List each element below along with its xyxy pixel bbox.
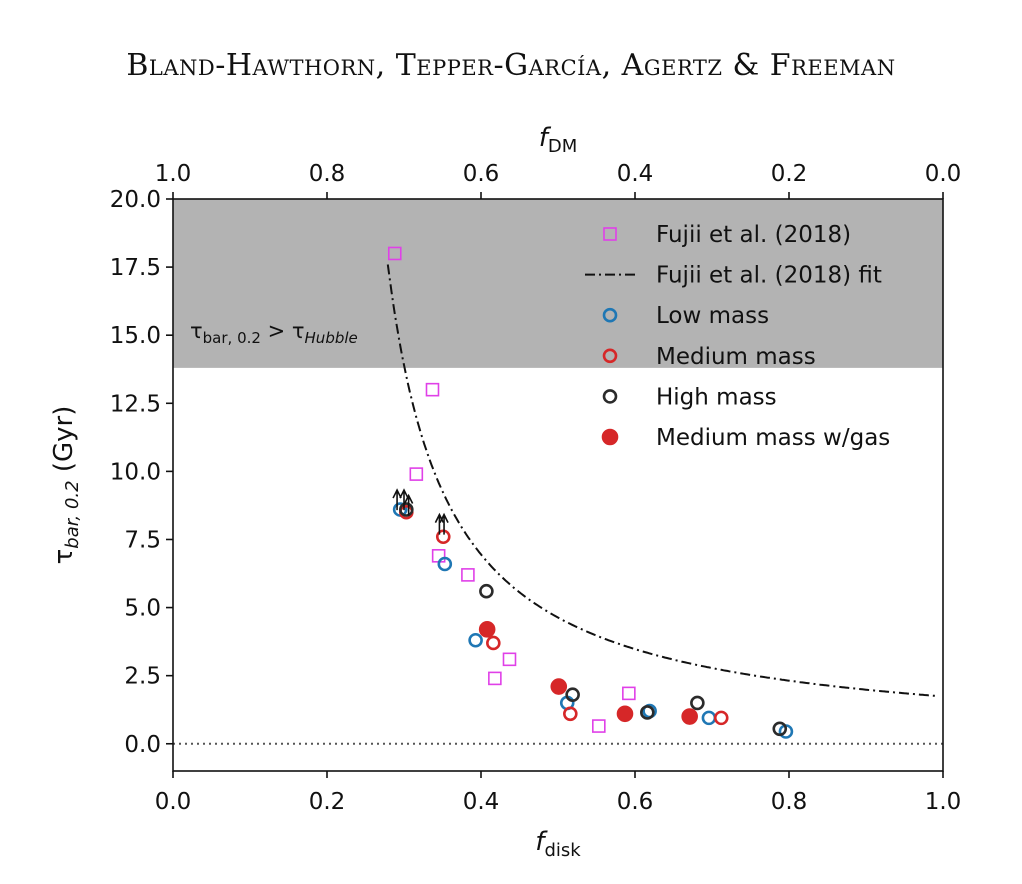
legend-label: Fujii et al. (2018) fit <box>656 263 882 289</box>
legend-label: Low mass <box>656 303 769 329</box>
top-x-tick-label: 0.0 <box>925 161 962 187</box>
lower-limit-arrows-layer <box>392 488 449 535</box>
x-tick-label: 0.8 <box>771 789 808 815</box>
y-tick-label: 10.0 <box>110 459 161 485</box>
data-point <box>502 652 517 667</box>
data-point <box>681 708 698 725</box>
legend-label: High mass <box>656 384 777 410</box>
fit-curve-line <box>386 264 936 697</box>
y-tick-label: 2.5 <box>124 664 161 690</box>
x-tick-label: 0.0 <box>155 789 192 815</box>
top-x-tick-label: 1.0 <box>155 161 192 187</box>
data-point <box>425 382 440 397</box>
data-point <box>399 502 414 517</box>
data-point <box>550 678 568 695</box>
y-tick-label: 15.0 <box>110 323 161 349</box>
x-axis-label: fdisk <box>535 827 581 861</box>
data-point <box>461 568 475 582</box>
lower-limit-arrow <box>392 488 402 511</box>
data-point <box>772 721 788 737</box>
x-tick-label: 1.0 <box>925 789 962 815</box>
data-point <box>640 705 655 720</box>
legend-label: Medium mass <box>656 344 816 370</box>
data-point <box>622 686 636 701</box>
plot-frame <box>172 198 944 772</box>
legend-marker <box>602 389 618 404</box>
top-x-tick-label: 0.6 <box>463 161 500 187</box>
data-point <box>713 710 729 726</box>
data-point <box>479 583 494 599</box>
legend-label: Medium mass w/gas <box>656 425 890 451</box>
data-point <box>478 621 496 638</box>
data-point <box>486 635 501 651</box>
y-tick-label: 12.5 <box>110 391 161 417</box>
axis-ticks-layer: 0.0 0.2 0.4 0.6 0.8 1.0 1.0 0.8 0.6 0.4 0.2 0.0 0.0 2… <box>110 161 962 815</box>
x-tick-label: 0.2 <box>309 789 346 815</box>
top-x-axis-label: fDM <box>539 123 578 157</box>
y-tick-label: 5.0 <box>124 596 161 622</box>
hubble-time-shaded-region <box>173 199 943 368</box>
x-tick-label: 0.4 <box>463 789 500 815</box>
data-point <box>563 706 578 722</box>
legend: Fujii et al. (2018) Fujii et al. (2018) f… <box>585 222 890 451</box>
lower-limit-arrow <box>399 488 409 511</box>
legend-marker <box>601 428 619 446</box>
top-x-tick-label: 0.4 <box>617 161 654 187</box>
data-point <box>409 467 424 481</box>
data-point <box>616 705 634 723</box>
data-point <box>565 687 580 703</box>
data-point <box>468 632 483 648</box>
legend-marker <box>602 348 618 364</box>
lower-limit-arrow <box>439 512 449 535</box>
paper-running-header: Bland-Hawthorn, Tepper-García, Agertz & … <box>126 48 896 83</box>
top-x-tick-label: 0.8 <box>309 161 346 187</box>
legend-marker <box>603 227 617 241</box>
legend-marker <box>602 307 618 323</box>
y-tick-label: 20.0 <box>110 187 161 213</box>
y-tick-label: 0.0 <box>124 732 161 758</box>
data-point <box>592 719 606 733</box>
data-point <box>488 671 502 686</box>
y-tick-label: 7.5 <box>124 527 161 553</box>
hubble-region-label: τbar, 0.2 > τHubble <box>190 319 358 347</box>
y-tick-label: 17.5 <box>110 255 161 281</box>
x-tick-label: 0.6 <box>617 789 654 815</box>
top-x-tick-label: 0.2 <box>771 161 808 187</box>
y-axis-label: τbar, 0.2 (Gyr) <box>49 406 83 565</box>
data-point <box>431 549 446 563</box>
lower-limit-arrow <box>403 493 414 516</box>
legend-label: Fujii et al. (2018) <box>656 222 851 248</box>
data-point <box>690 695 705 711</box>
data-point <box>701 710 717 726</box>
fit-curve-layer <box>386 264 936 697</box>
data-point <box>437 556 453 572</box>
data-point <box>387 246 402 261</box>
data-points-layer <box>387 246 794 739</box>
